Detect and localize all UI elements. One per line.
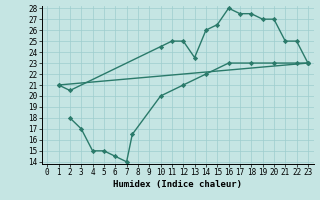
X-axis label: Humidex (Indice chaleur): Humidex (Indice chaleur) [113, 180, 242, 189]
